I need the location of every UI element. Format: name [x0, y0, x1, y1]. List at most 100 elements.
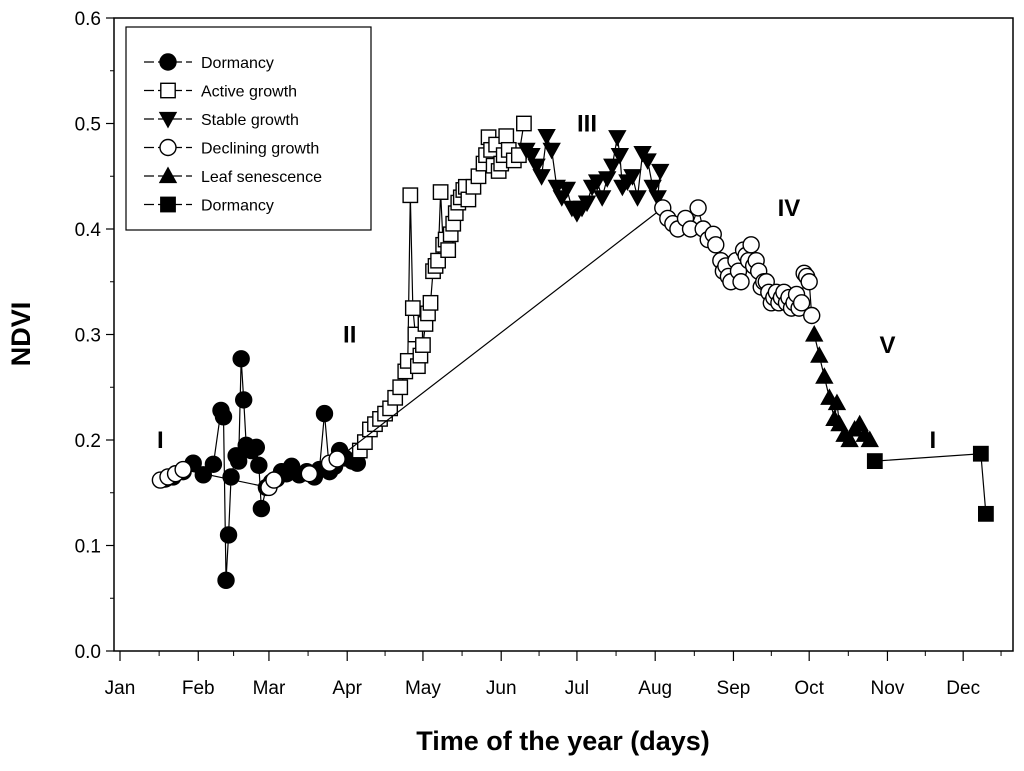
data-point	[840, 430, 859, 448]
data-point	[404, 300, 421, 317]
axis-ticks	[106, 17, 1002, 661]
legend-label: Declining growth	[201, 141, 319, 158]
data-point	[532, 169, 551, 186]
x-tick-label: Jun	[486, 678, 517, 699]
phase-label: IV	[778, 195, 801, 222]
data-point	[850, 414, 869, 432]
y-tick-label: 0.6	[75, 9, 101, 30]
data-series	[151, 115, 994, 590]
x-tick-label: Jul	[565, 678, 589, 699]
data-point	[803, 306, 821, 325]
y-tick-label: 0.0	[75, 642, 101, 663]
data-point	[217, 571, 235, 590]
data-point	[247, 438, 266, 457]
legend-marker	[160, 82, 176, 99]
data-point	[537, 129, 556, 146]
x-tick-label: Jan	[105, 678, 136, 699]
y-tick-label: 0.5	[75, 115, 101, 136]
data-point	[557, 181, 577, 199]
series-leaf-senescence-4	[805, 325, 879, 448]
data-point	[866, 453, 883, 469]
data-point	[608, 130, 627, 147]
series-dormancy-5	[866, 445, 994, 522]
data-point	[860, 430, 879, 448]
data-point	[651, 163, 670, 181]
x-tick-label: Feb	[182, 678, 215, 699]
legend-entry: Active growth	[144, 82, 297, 101]
data-point	[810, 346, 829, 363]
data-point	[610, 148, 630, 165]
data-point	[252, 499, 271, 518]
data-point	[229, 452, 248, 470]
legend-label: Dormancy	[201, 198, 274, 215]
data-point	[972, 445, 989, 462]
series-active-growth-1	[351, 115, 532, 459]
data-point	[265, 471, 283, 489]
legend-label: Stable growth	[201, 112, 299, 129]
y-tick-label: 0.4	[75, 220, 102, 241]
data-point	[432, 184, 449, 200]
phase-label: V	[879, 332, 895, 359]
legend-label: Active growth	[201, 84, 297, 101]
data-point	[577, 195, 597, 213]
series-line	[874, 453, 987, 514]
data-point	[527, 158, 546, 176]
y-tick-label: 0.1	[75, 537, 101, 558]
data-point	[315, 404, 334, 423]
data-point	[328, 450, 346, 468]
data-point	[978, 505, 994, 522]
legend-marker	[159, 53, 177, 71]
data-point	[830, 414, 849, 432]
data-point	[805, 325, 824, 342]
series-stable-growth-2	[517, 129, 670, 223]
data-point	[648, 190, 667, 207]
data-point	[598, 171, 617, 188]
data-point	[689, 199, 707, 217]
y-axis-tick-labels: 0.0 0.1 0.2 0.3 0.4 0.5 0.6	[75, 9, 102, 663]
data-point	[219, 526, 238, 544]
data-point	[422, 294, 439, 311]
data-point	[603, 158, 622, 176]
legend-entry: Leaf senescence	[144, 166, 322, 186]
legend: Dormancy Active growth Stable growth Declin…	[125, 26, 372, 231]
legend-label: Leaf senescence	[201, 169, 322, 186]
y-tick-label: 0.3	[75, 326, 101, 347]
x-tick-label: Aug	[638, 678, 672, 699]
phase-label: III	[577, 111, 597, 138]
data-point	[542, 142, 561, 160]
data-point	[638, 153, 657, 170]
legend-entry: Dormancy	[144, 196, 274, 215]
data-point	[792, 294, 811, 312]
data-point	[250, 456, 268, 475]
data-point	[214, 408, 233, 426]
data-point	[232, 350, 250, 368]
phase-label: I	[930, 427, 937, 454]
legend-entry: Declining growth	[144, 138, 319, 158]
data-point	[194, 466, 213, 484]
data-point	[402, 187, 419, 204]
data-point	[522, 148, 541, 165]
data-point	[440, 242, 457, 258]
data-point	[300, 465, 319, 483]
x-tick-label: Sep	[717, 678, 751, 699]
x-tick-label: May	[405, 678, 441, 699]
data-point	[415, 337, 431, 353]
legend-marker	[160, 196, 176, 213]
y-axis-title: NDVI	[6, 302, 36, 367]
phase-label: I	[157, 427, 164, 454]
x-tick-label: Oct	[794, 678, 824, 699]
data-point	[800, 273, 818, 291]
data-point	[592, 190, 612, 207]
data-point	[815, 367, 834, 384]
data-point	[498, 128, 515, 145]
data-point	[174, 460, 192, 479]
series-declining-growth-3	[151, 199, 821, 497]
data-point	[707, 236, 725, 254]
x-tick-label: Nov	[871, 678, 905, 699]
data-point	[623, 169, 642, 186]
legend-entry: Stable growth	[144, 111, 299, 129]
legend-marker	[158, 166, 178, 184]
legend-label: Dormancy	[201, 55, 274, 72]
